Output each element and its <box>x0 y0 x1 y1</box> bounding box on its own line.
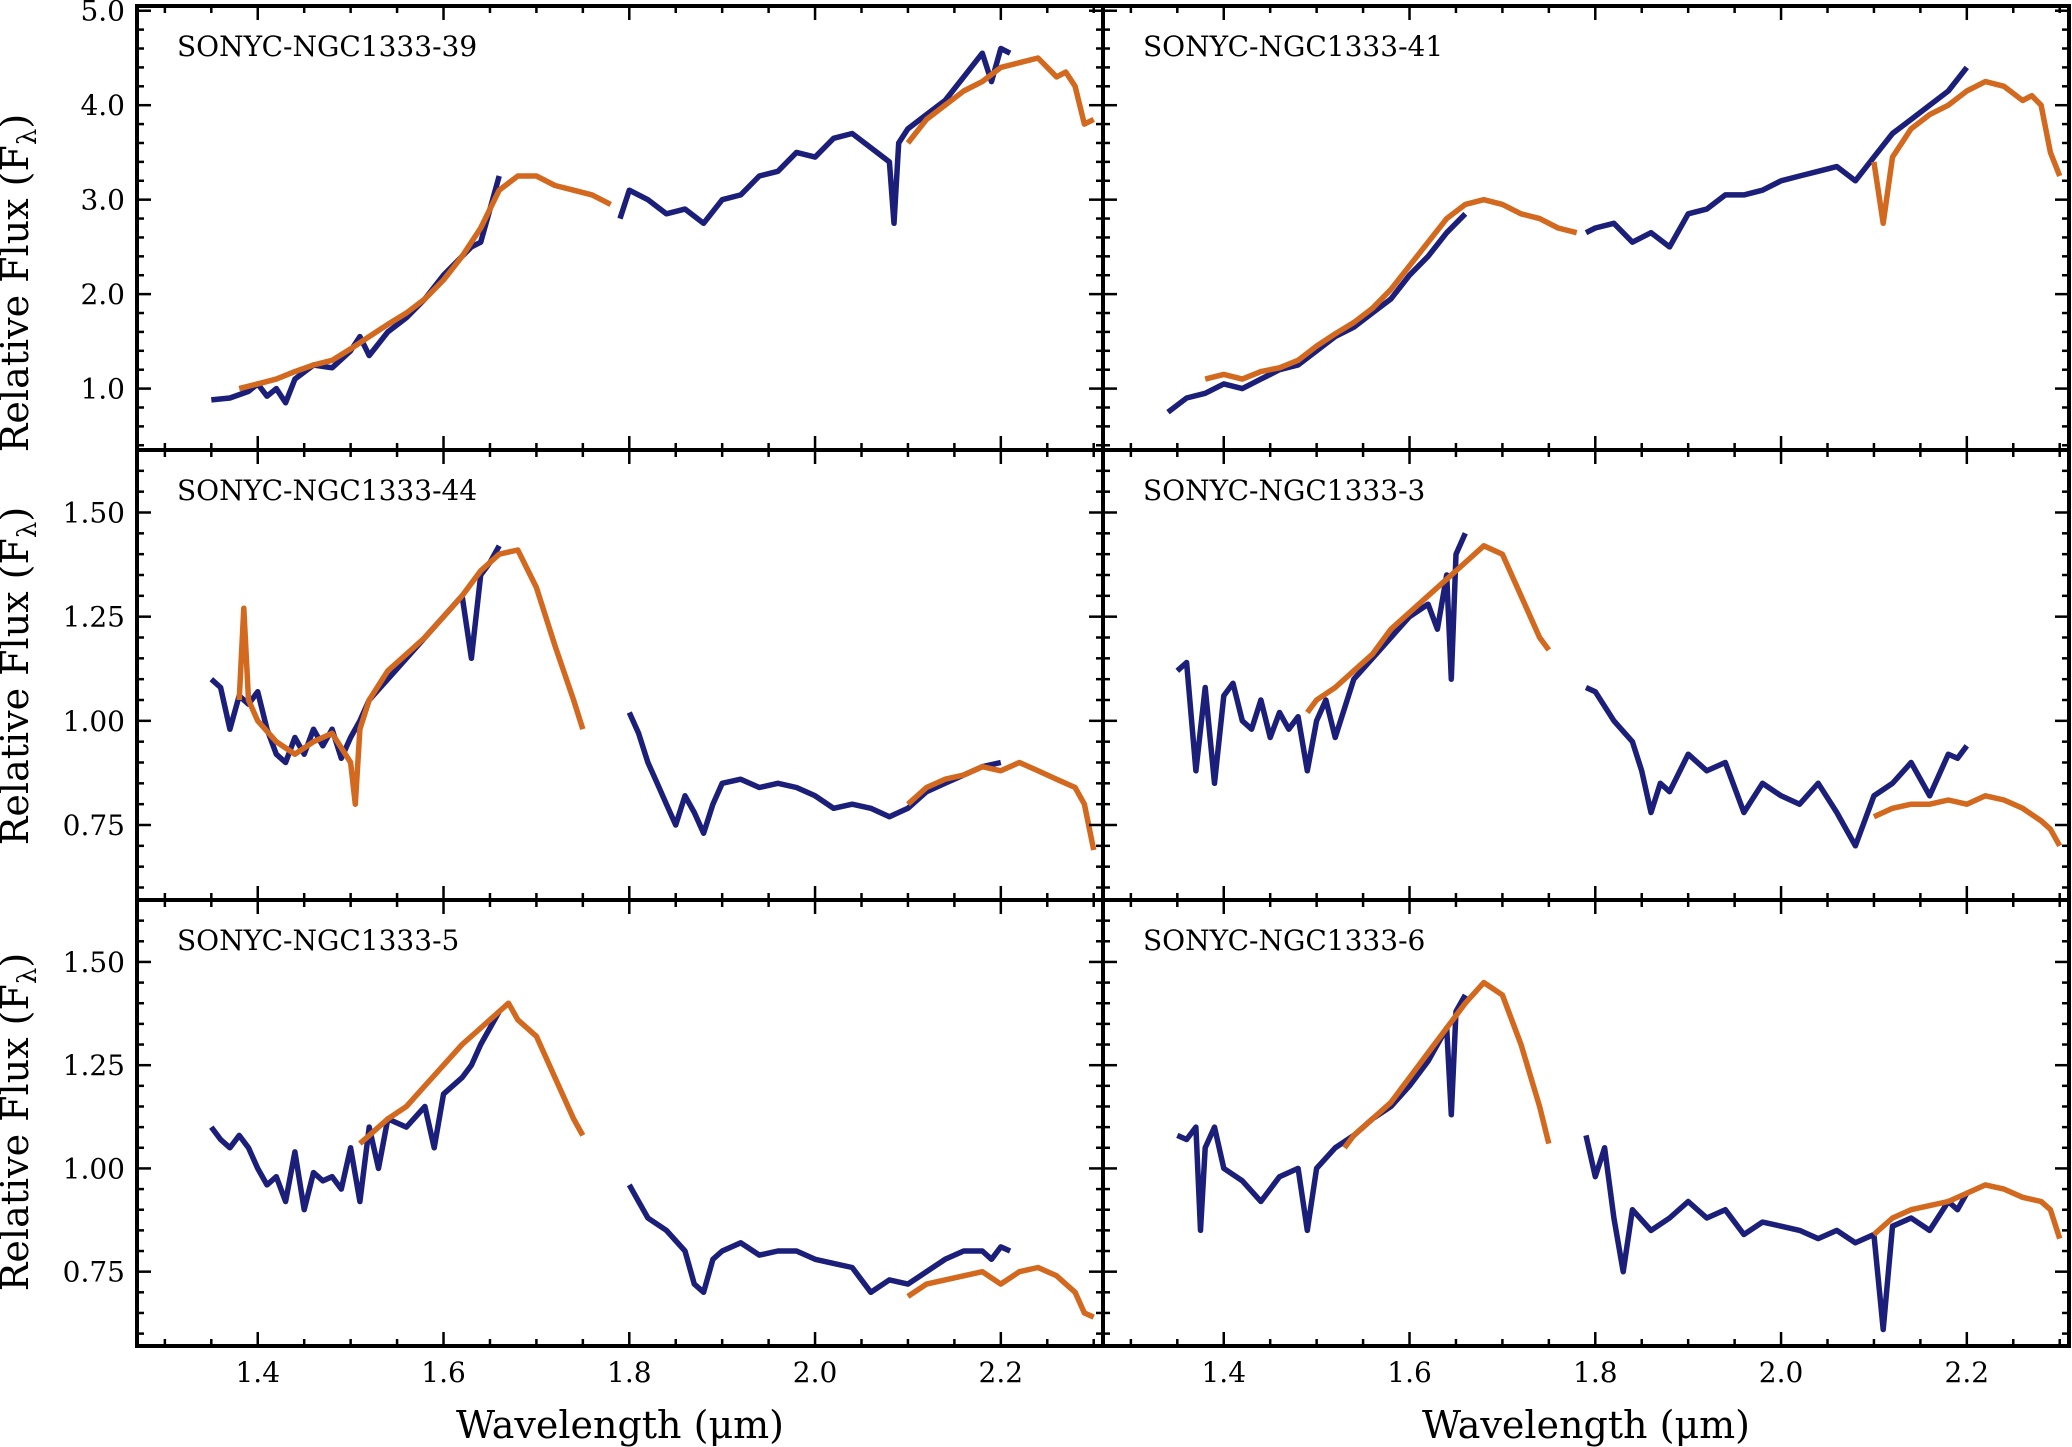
y-tick-label: 2.0 <box>80 278 125 311</box>
panel-3-series <box>209 544 1097 851</box>
panel-6-series <box>1176 979 2063 1333</box>
orange-spectrum-line-2 <box>1872 1182 2063 1240</box>
x-tick-label: 1.8 <box>1573 1356 1618 1389</box>
orange-spectrum-line-2 <box>1871 78 2063 227</box>
x-tick-label: 2.0 <box>1759 1356 1804 1389</box>
y-tick-label: 5.0 <box>80 0 125 28</box>
blue-spectrum-line-2 <box>1584 65 1969 250</box>
x-tick-label: 2.2 <box>979 1356 1024 1389</box>
x-tick-label: 1.8 <box>607 1356 652 1389</box>
orange-spectrum-line-2 <box>906 1264 1095 1320</box>
y-tick-label: 1.0 <box>80 373 125 406</box>
orange-spectrum-line-1 <box>1305 543 1552 715</box>
y-tick-label: 1.50 <box>63 946 125 979</box>
panel-2-ticks <box>1103 6 2069 450</box>
panel-1: 1.0 2.0 3.0 4.0 5.0 SONYC-NGC1333-39 <box>80 0 1105 452</box>
panel-title: SONYC-NGC1333-6 <box>1143 924 1425 957</box>
panel-3-ticks <box>137 448 1103 900</box>
y-tick-label: 4.0 <box>80 89 125 122</box>
x-axis-label-left-text: Wavelength (μm) <box>456 1403 784 1447</box>
orange-spectrum-line-1 <box>236 547 586 807</box>
panel-1-ticks <box>137 6 1103 450</box>
x-tick-label: 2.0 <box>793 1356 838 1389</box>
y-tick-label: 1.00 <box>63 1152 125 1185</box>
y-tick-label: 1.25 <box>63 1049 125 1082</box>
blue-spectrum-line-1 <box>1166 211 1468 415</box>
panel-6-ticks <box>1103 898 2069 1346</box>
x-tick-label: 1.6 <box>1387 1356 1432 1389</box>
blue-spectrum-line-1 <box>209 1010 502 1213</box>
y-tick-label: 0.75 <box>63 1256 125 1289</box>
x-tick-label: 2.2 <box>1945 1356 1990 1389</box>
panel-title: SONYC-NGC1333-41 <box>1143 30 1443 63</box>
panel-title: SONYC-NGC1333-5 <box>177 924 459 957</box>
panel-4-series <box>1175 532 2063 849</box>
y-tick-label: 0.75 <box>63 809 125 842</box>
orange-spectrum-line-2 <box>1872 793 2063 848</box>
y-tick-label: 1.25 <box>63 601 125 634</box>
orange-spectrum-line-1 <box>1342 979 1552 1150</box>
y-axis-label-row3: Relative Flux (Fλ) <box>0 953 43 1291</box>
panel-6: 1.4 1.6 1.8 2.0 2.2 SONYC-NGC1333-6 <box>1101 898 2071 1389</box>
y-tick-label: 3.0 <box>80 184 125 217</box>
blue-spectrum-line-1 <box>209 544 502 766</box>
orange-spectrum-line-1 <box>1204 196 1578 382</box>
x-axis-label-right: Wavelength (μm) <box>1422 1403 1750 1447</box>
orange-spectrum-line-1 <box>238 173 612 392</box>
panel-2: SONYC-NGC1333-41 <box>1101 4 2071 452</box>
x-axis-label-left: Wavelength (μm) <box>456 1403 784 1447</box>
x-tick-label: 1.4 <box>1201 1356 1246 1389</box>
panel-title: SONYC-NGC1333-44 <box>177 474 477 507</box>
blue-spectrum-line-1 <box>1175 532 1468 787</box>
panel-1-series <box>211 45 1095 406</box>
panel-4: SONYC-NGC1333-3 <box>1101 448 2071 902</box>
orange-spectrum-line-2 <box>906 759 1097 851</box>
panel-frame <box>1101 898 2071 1348</box>
panel-5: 0.75 1.00 1.25 1.50 1.4 1.6 1.8 2.0 2.2 SONYC-NGC… <box>63 898 1105 1389</box>
orange-spectrum-line-1 <box>358 1000 586 1146</box>
panel-title: SONYC-NGC1333-39 <box>177 30 477 63</box>
blue-spectrum-line-2 <box>626 1183 1012 1296</box>
blue-spectrum-line-2 <box>626 711 1002 837</box>
orange-spectrum-line-2 <box>905 55 1095 145</box>
panel-4-ticks <box>1103 448 2069 900</box>
y-tick-label: 1.00 <box>63 705 125 738</box>
panel-5-series <box>209 1000 1095 1320</box>
y-axis-label-row2: Relative Flux (Fλ) <box>0 507 43 845</box>
y-axis-label-row1: Relative Flux (Fλ) <box>0 114 43 452</box>
panel-2-series <box>1166 65 2063 415</box>
panel-frame <box>135 4 1105 452</box>
panel-frame <box>135 448 1105 902</box>
panel-title: SONYC-NGC1333-3 <box>1143 474 1425 507</box>
panel-frame <box>1101 448 2071 902</box>
blue-spectrum-line-1 <box>211 175 502 406</box>
y-tick-label: 1.50 <box>63 497 125 530</box>
x-tick-label: 1.4 <box>235 1356 280 1389</box>
x-tick-label: 1.6 <box>421 1356 466 1389</box>
panels-group: 1.0 2.0 3.0 4.0 5.0 SONYC-NGC1333-39 SONYC-NGC… <box>63 0 2071 1389</box>
blue-spectrum-line-2 <box>1583 1134 1970 1333</box>
panel-3: 0.75 1.00 1.25 1.50 SONYC-NGC1333-44 <box>63 448 1105 902</box>
blue-spectrum-line-2 <box>617 45 1012 227</box>
x-axis-label-right-text: Wavelength (μm) <box>1422 1403 1750 1447</box>
blue-spectrum-line-2 <box>1584 684 1970 849</box>
blue-spectrum-line-1 <box>1176 993 1468 1234</box>
